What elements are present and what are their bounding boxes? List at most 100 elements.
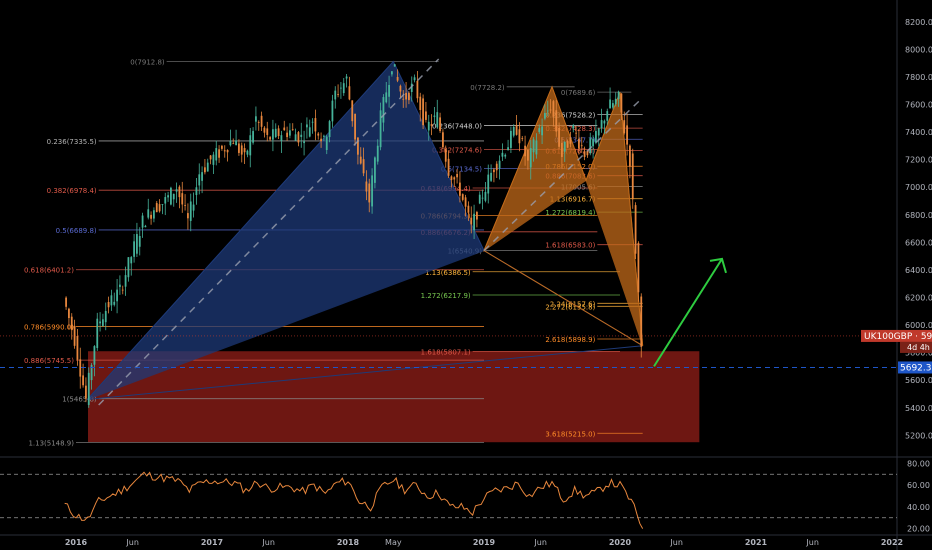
candles <box>65 64 643 408</box>
fib-label: 0.5(7134.5) <box>441 166 482 174</box>
candle-body <box>85 385 87 399</box>
candle-body <box>637 242 640 293</box>
candle-body <box>110 295 113 306</box>
pattern-base <box>483 250 643 347</box>
candle-body <box>294 134 297 141</box>
price-tick-label: 5400.0 <box>905 404 932 413</box>
candle-body <box>209 155 212 160</box>
candle-body <box>461 194 464 200</box>
candle-body <box>280 135 283 141</box>
candle-body <box>629 145 631 167</box>
candle-body <box>150 214 152 219</box>
candle-body <box>391 71 393 75</box>
candle-body <box>478 194 481 204</box>
fib-label: 2.618(5898.9) <box>545 336 595 344</box>
candle-body <box>563 141 566 152</box>
candle-body <box>549 109 552 111</box>
candle-body <box>368 183 371 203</box>
fib-label: 0.5(6689.8) <box>56 227 97 235</box>
candle-body <box>218 149 220 158</box>
candle-body <box>419 96 422 111</box>
candle-body <box>130 257 133 264</box>
candle-body <box>252 131 254 143</box>
candle-body <box>320 138 322 142</box>
candle-body <box>515 125 518 135</box>
candle-body <box>362 159 365 174</box>
candle-body <box>206 162 209 172</box>
candle-body <box>65 297 67 307</box>
fib-label: 1.272(6819.4) <box>545 209 595 217</box>
candle-body <box>600 120 603 129</box>
candle-body <box>306 124 308 128</box>
candle-body <box>229 140 232 146</box>
candle-body <box>119 284 121 287</box>
candle-body <box>555 110 558 132</box>
fib-label: 0.236(7448.0) <box>432 122 482 130</box>
candle-body <box>102 319 104 326</box>
candle-body <box>192 204 195 211</box>
candle-body <box>90 365 93 381</box>
candle-body <box>603 120 606 124</box>
candle-body <box>561 142 563 157</box>
candle-body <box>609 99 611 109</box>
candle-body <box>187 213 189 219</box>
time-tick-label: 2022 <box>881 538 903 547</box>
cursor-price-label: 5692.3 <box>900 363 932 373</box>
time-tick-label: 2017 <box>201 538 223 547</box>
candle-body <box>365 181 368 192</box>
candle-body <box>439 117 441 131</box>
candle-body <box>487 174 490 194</box>
candle-body <box>359 156 362 164</box>
candle-body <box>116 289 118 302</box>
candle-body <box>572 125 575 129</box>
price-tick-label: 6400.0 <box>905 266 932 275</box>
candle-body <box>317 133 320 136</box>
candle-body <box>172 193 175 200</box>
candle-body <box>87 372 90 405</box>
candle-body <box>521 138 524 139</box>
candle-body <box>495 163 498 171</box>
candle-body <box>527 149 529 161</box>
price-tick-label: 5200.0 <box>905 431 932 440</box>
candle-body <box>538 128 541 132</box>
candle-body <box>552 101 555 117</box>
candle-body <box>626 125 628 145</box>
candle-body <box>535 140 538 155</box>
candle-body <box>586 150 589 156</box>
candle-body <box>612 103 614 108</box>
candle-body <box>575 132 577 134</box>
time-tick-label: Jun <box>805 538 819 547</box>
projection-arrow <box>653 258 723 367</box>
candle-body <box>544 112 546 119</box>
candle-body <box>260 115 263 127</box>
candle-body <box>184 205 186 206</box>
candle-body <box>93 346 96 365</box>
harmonic-patterns <box>86 60 644 400</box>
projection-arrow-head <box>709 257 727 274</box>
candle-body <box>453 177 456 180</box>
candle-body <box>240 145 243 155</box>
candle-body <box>427 121 430 131</box>
last-price-label: UK100GBP · 5921.0 <box>864 332 932 342</box>
trend-dashed-line <box>98 58 440 406</box>
price-tick-label: 6000.0 <box>905 321 932 330</box>
candle-body <box>399 85 402 92</box>
candle-body <box>175 189 178 192</box>
candle-body <box>589 138 592 154</box>
candle-body <box>606 111 609 121</box>
candle-body <box>269 137 271 140</box>
candle-body <box>226 150 229 153</box>
candle-body <box>297 132 300 143</box>
candle-body <box>566 141 569 148</box>
candle-body <box>337 94 339 95</box>
candle-body <box>155 203 158 213</box>
candle-body <box>376 145 379 162</box>
fib-label: 0.786(5990.0) <box>24 323 74 331</box>
candle-body <box>436 112 439 128</box>
candle-body <box>541 126 543 136</box>
candle-body <box>70 316 73 330</box>
candle-body <box>512 126 515 136</box>
candle-body <box>104 310 107 323</box>
candle-body <box>354 113 356 140</box>
